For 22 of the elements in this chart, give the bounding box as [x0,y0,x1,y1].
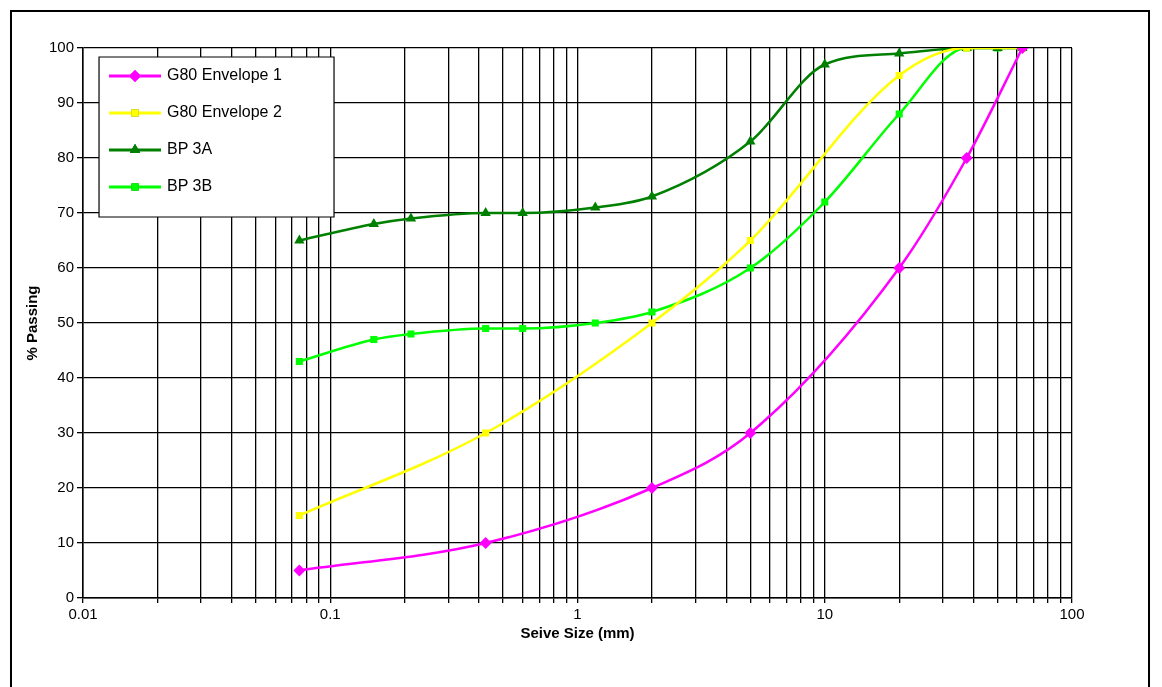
y-tick-label: 90 [57,93,75,111]
legend-label: G80 Envelope 2 [167,103,282,121]
y-tick-label: 30 [57,423,75,441]
y-tick-label: 50 [57,313,75,331]
y-tick-label: 40 [57,368,75,386]
legend-label: BP 3A [167,140,213,158]
y-tick-label: 0 [65,588,75,606]
legend-label: BP 3B [167,177,213,195]
x-tick-label: 0.01 [68,605,98,623]
y-axis-title: % Passing [23,285,41,361]
y-tick-label: 70 [57,203,75,221]
x-axis-title: Seive Size (mm) [520,624,635,642]
y-tick-label: 20 [57,478,75,496]
y-tick-label: 100 [49,38,75,56]
x-tick-label: 10 [816,605,834,623]
legend-label: G80 Envelope 1 [167,66,282,84]
y-tick-label: 60 [57,258,75,276]
x-tick-label: 100 [1059,605,1085,623]
y-tick-label: 10 [57,533,75,551]
x-tick-label: 1 [573,605,582,623]
x-tick-label: 0.1 [319,605,341,623]
y-tick-label: 80 [57,148,75,166]
